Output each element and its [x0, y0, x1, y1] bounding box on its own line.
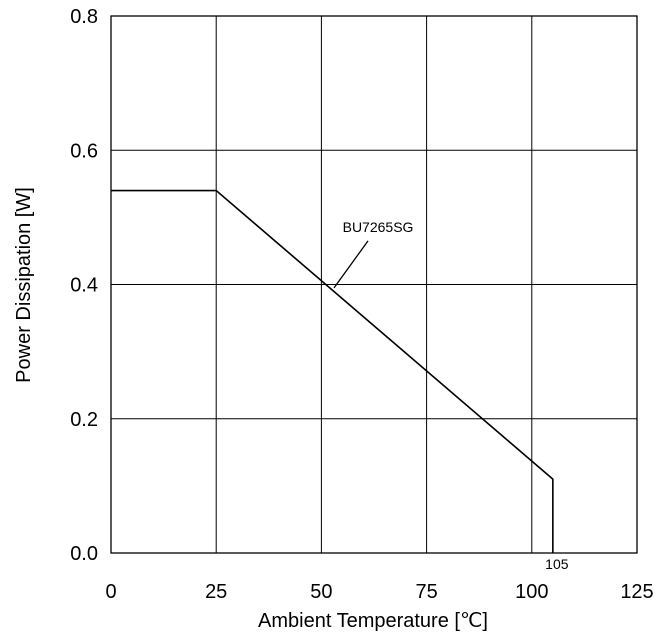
y-tick-label: 0.4	[70, 275, 98, 297]
x-tick-label: 25	[205, 581, 227, 603]
cutoff-value-label: 105	[545, 556, 569, 572]
x-tick-label: 100	[515, 581, 548, 603]
x-axis-label: Ambient Temperature [℃]	[258, 610, 488, 632]
series-layer	[111, 189, 554, 553]
annotations: BU7265SG 105	[333, 219, 569, 572]
x-tick-label: 125	[620, 581, 653, 603]
series-line	[111, 189, 554, 553]
y-tick-label: 0.0	[70, 543, 98, 565]
y-tick-label: 0.6	[70, 140, 98, 162]
x-tick-label: 0	[105, 581, 116, 603]
y-tick-label: 0.2	[70, 409, 98, 431]
y-axis-label: Power Dissipation [W]	[13, 187, 35, 383]
tick-labels: 0 25 50 75 100 125 0.0 0.2 0.4 0.6 0.8	[70, 6, 654, 603]
callout-leader-line	[333, 240, 369, 289]
x-tick-label: 50	[310, 581, 332, 603]
y-tick-label: 0.8	[70, 6, 98, 28]
plot-area-frame	[110, 15, 638, 554]
x-tick-label: 75	[415, 581, 437, 603]
series-callout-label: BU7265SG	[343, 219, 414, 235]
grid-lines	[111, 16, 637, 553]
